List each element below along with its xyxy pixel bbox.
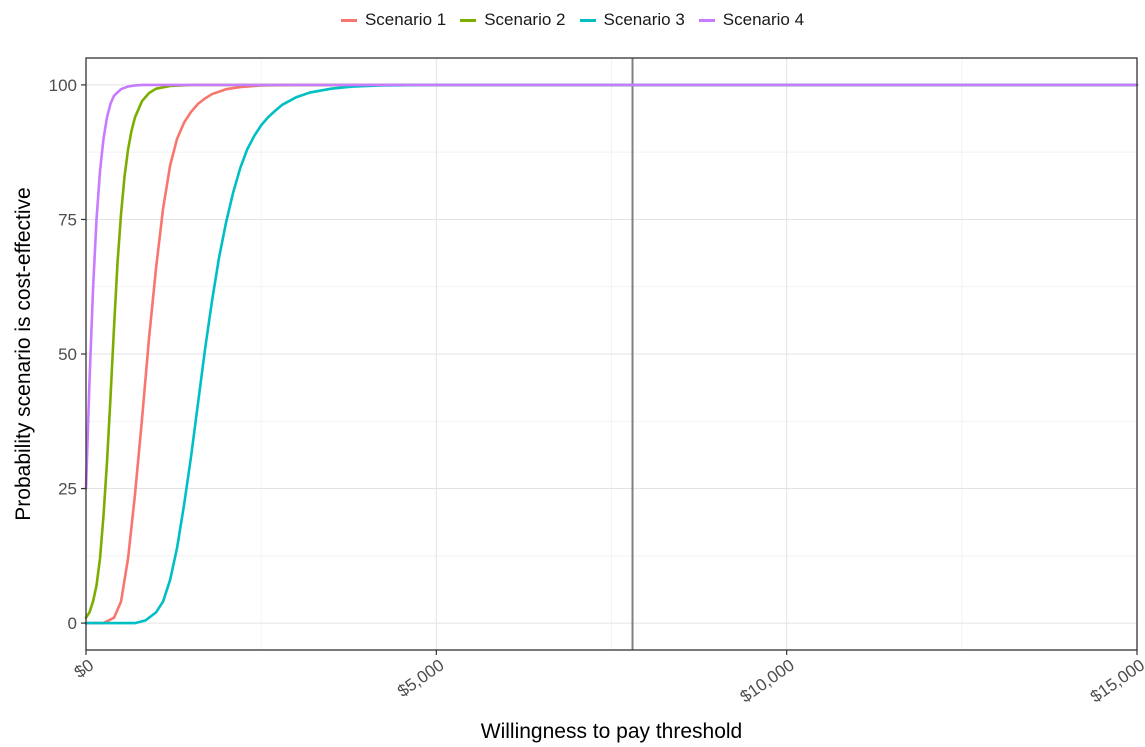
series-line-scenario-4: [84, 83, 1139, 490]
legend-label-scenario-4: Scenario 4: [722, 10, 805, 29]
x-tick-label: $5,000: [394, 656, 447, 701]
x-axis-title: Willingness to pay threshold: [481, 720, 742, 743]
legend-label-scenario-3: Scenario 3: [603, 10, 685, 29]
x-axis: $0 $5,000 $10,000 $15,000: [71, 650, 1145, 706]
legend-swatch-scenario-3: [579, 18, 596, 22]
y-tick-label: 0: [68, 614, 77, 633]
y-axis: 0 25 50 75 100: [49, 76, 86, 633]
grid: [85, 58, 1138, 650]
x-tick-label: $10,000: [737, 656, 798, 707]
legend-item-scenario-2: Scenario 2: [460, 10, 566, 30]
legend-swatch-scenario-1: [340, 18, 357, 22]
legend-label-scenario-2: Scenario 2: [484, 10, 566, 29]
legend-item-scenario-3: Scenario 3: [579, 10, 685, 30]
legend: Scenario 1 Scenario 2 Scenario 3 Scenari…: [0, 10, 1145, 30]
series-line-scenario-3: [84, 83, 1139, 625]
y-tick-label: 75: [58, 210, 77, 229]
legend-swatch-scenario-2: [460, 18, 477, 22]
series-line-scenario-2: [84, 83, 1139, 620]
legend-item-scenario-1: Scenario 1: [340, 10, 447, 30]
series-layer: [84, 83, 1139, 625]
y-axis-title: Probability scenario is cost-effective: [12, 187, 35, 520]
series-line-scenario-1: [84, 83, 1139, 625]
x-tick-label: $15,000: [1087, 656, 1145, 707]
x-tick-label: $0: [71, 656, 97, 682]
legend-swatch-scenario-4: [698, 18, 715, 22]
legend-label-scenario-1: Scenario 1: [364, 10, 447, 29]
y-tick-label: 25: [58, 480, 77, 499]
y-tick-label: 100: [49, 76, 77, 95]
legend-item-scenario-4: Scenario 4: [698, 10, 805, 30]
y-tick-label: 50: [58, 345, 77, 364]
